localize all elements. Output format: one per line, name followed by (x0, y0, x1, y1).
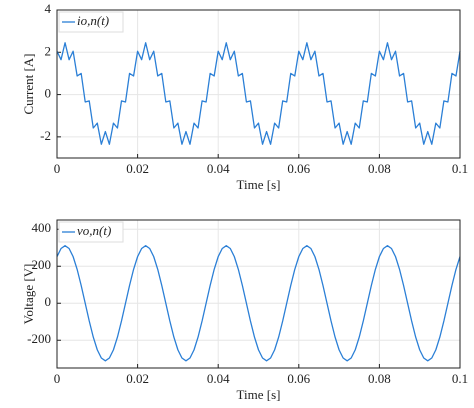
x-tick-label: 0.02 (126, 161, 149, 176)
x-tick-label: 0 (54, 371, 61, 386)
data-line (56, 245, 461, 362)
x-tick-label: 0.1 (452, 371, 468, 386)
legend-label: io,n(t) (77, 13, 109, 28)
y-tick-label: -2 (40, 128, 51, 143)
y-axis-label: Voltage [V] (21, 264, 36, 325)
plot-area (57, 220, 460, 368)
x-tick-label: 0 (54, 161, 61, 176)
x-tick-label: 0.06 (287, 161, 310, 176)
y-tick-label: 400 (32, 220, 52, 235)
y-tick-label: 0 (45, 86, 52, 101)
x-tick-label: 0.08 (368, 371, 391, 386)
plot-frame (56, 219, 461, 369)
x-tick-label: 0.1 (452, 161, 468, 176)
x-tick-label: 0.08 (368, 161, 391, 176)
x-tick-label: 0.04 (207, 371, 230, 386)
y-tick-label: 0 (45, 294, 52, 309)
y-tick-label: 2 (45, 43, 52, 58)
x-tick-label: 0.02 (126, 371, 149, 386)
plot-frame (56, 9, 461, 159)
x-tick-label: 0.04 (207, 161, 230, 176)
legend-box (58, 11, 124, 33)
legend-label: vo,n(t) (77, 223, 111, 238)
legend-box (58, 221, 124, 243)
y-tick-label: 4 (45, 1, 52, 16)
data-line (56, 42, 461, 145)
plot-area (57, 10, 460, 158)
y-tick-label: -200 (27, 331, 51, 346)
x-axis-label: Time [s] (237, 177, 281, 192)
x-tick-label: 0.06 (287, 371, 310, 386)
x-axis-label: Time [s] (237, 387, 281, 402)
y-axis-label: Current [A] (21, 53, 36, 114)
y-tick-label: 200 (32, 257, 52, 272)
